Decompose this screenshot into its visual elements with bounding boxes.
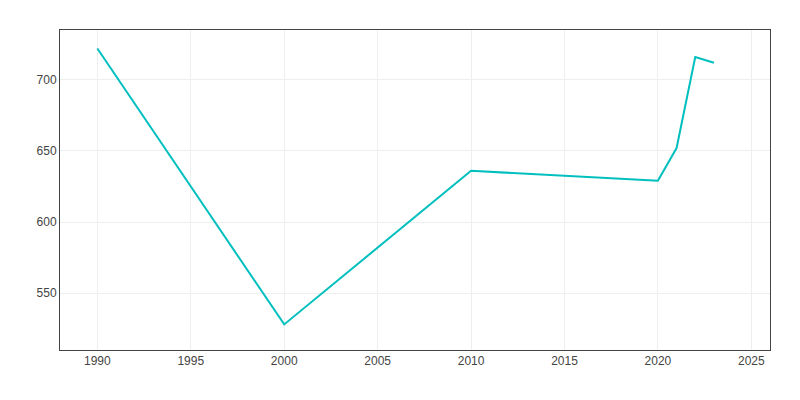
svg-text:700: 700	[37, 73, 57, 87]
svg-text:2010: 2010	[458, 354, 485, 368]
svg-text:2020: 2020	[645, 354, 672, 368]
svg-text:650: 650	[37, 144, 57, 158]
svg-text:550: 550	[37, 286, 57, 300]
svg-text:1990: 1990	[84, 354, 111, 368]
svg-text:2000: 2000	[271, 354, 298, 368]
svg-text:600: 600	[37, 215, 57, 229]
svg-text:2025: 2025	[738, 354, 765, 368]
svg-text:2005: 2005	[364, 354, 391, 368]
svg-text:2015: 2015	[551, 354, 578, 368]
svg-text:1995: 1995	[177, 354, 204, 368]
